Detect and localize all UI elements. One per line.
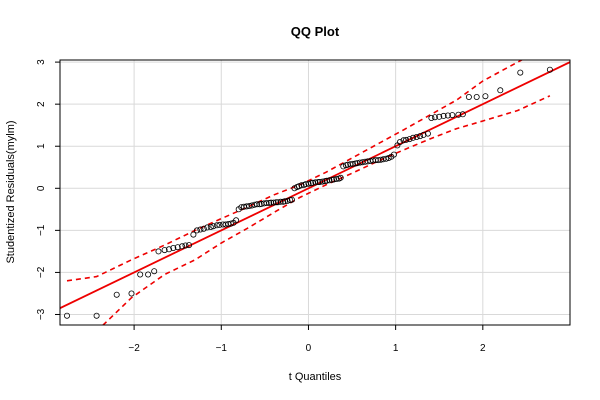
plot-frame bbox=[59, 59, 571, 326]
data-point bbox=[546, 66, 553, 73]
data-point bbox=[161, 247, 168, 254]
y-tick-label: −3 bbox=[36, 308, 47, 320]
data-point bbox=[145, 271, 152, 278]
data-point bbox=[403, 136, 410, 143]
x-tick-label: 1 bbox=[393, 343, 399, 354]
data-point bbox=[227, 220, 234, 227]
data-point bbox=[413, 133, 420, 140]
data-point bbox=[473, 94, 480, 101]
data-point bbox=[305, 180, 312, 187]
data-point bbox=[93, 312, 100, 319]
data-point bbox=[390, 151, 397, 158]
data-point bbox=[337, 174, 344, 181]
x-axis: −2 −1 0 1 2 bbox=[128, 325, 486, 354]
data-point bbox=[185, 242, 192, 249]
data-point bbox=[517, 69, 524, 76]
data-point bbox=[400, 137, 407, 144]
data-point bbox=[497, 87, 504, 94]
data-point bbox=[383, 155, 390, 162]
data-point bbox=[459, 111, 466, 118]
data-point bbox=[428, 115, 435, 122]
grid-lines bbox=[60, 60, 570, 325]
data-point bbox=[182, 242, 189, 249]
data-point bbox=[273, 199, 280, 206]
data-point bbox=[420, 131, 427, 138]
data-point bbox=[349, 160, 356, 167]
data-point bbox=[284, 197, 291, 204]
data-point bbox=[406, 136, 413, 143]
y-tick-label: 2 bbox=[36, 101, 47, 107]
data-point bbox=[277, 198, 284, 205]
data-point bbox=[298, 182, 305, 189]
data-point bbox=[179, 243, 186, 250]
data-point bbox=[263, 199, 270, 206]
y-tick-label: −2 bbox=[36, 266, 47, 278]
data-point bbox=[455, 111, 462, 118]
data-point bbox=[233, 217, 240, 224]
data-point bbox=[410, 134, 417, 141]
data-points bbox=[64, 66, 553, 319]
data-point bbox=[170, 244, 177, 251]
data-point bbox=[312, 179, 319, 186]
data-point bbox=[444, 112, 451, 119]
chart-title: QQ Plot bbox=[291, 24, 340, 39]
y-tick-label: 0 bbox=[36, 185, 47, 191]
data-point bbox=[216, 221, 223, 228]
data-point bbox=[424, 130, 431, 137]
data-point bbox=[326, 177, 333, 184]
data-point bbox=[319, 178, 326, 185]
y-tick-label: 1 bbox=[36, 143, 47, 149]
confidence-band-upper bbox=[66, 60, 524, 282]
data-point bbox=[155, 248, 162, 255]
x-tick-label: 0 bbox=[306, 343, 312, 354]
x-tick-label: −2 bbox=[128, 343, 140, 354]
data-point bbox=[197, 226, 204, 233]
data-point bbox=[436, 113, 443, 120]
data-point bbox=[137, 271, 144, 278]
data-point bbox=[174, 244, 181, 251]
data-point bbox=[396, 138, 403, 145]
confidence-band-lower bbox=[101, 95, 551, 325]
data-point bbox=[113, 291, 120, 298]
y-axis-label: Studentized Residuals(mylm) bbox=[5, 120, 17, 263]
data-point bbox=[193, 227, 200, 234]
data-point bbox=[210, 223, 217, 230]
data-point bbox=[207, 223, 214, 230]
y-tick-label: 3 bbox=[36, 59, 47, 65]
x-tick-label: 2 bbox=[480, 343, 486, 354]
data-point bbox=[128, 290, 135, 297]
data-point bbox=[253, 201, 260, 208]
data-point bbox=[315, 178, 322, 185]
y-tick-label: −1 bbox=[36, 224, 47, 236]
data-point bbox=[482, 93, 489, 100]
data-point bbox=[449, 112, 456, 119]
data-point bbox=[165, 246, 172, 253]
confidence-band bbox=[66, 60, 551, 325]
data-point bbox=[270, 199, 277, 206]
data-point bbox=[440, 112, 447, 119]
data-point bbox=[333, 175, 340, 182]
data-point bbox=[431, 114, 438, 121]
data-point bbox=[465, 94, 472, 101]
x-axis-label: t Quantiles bbox=[289, 371, 342, 383]
data-point bbox=[204, 224, 211, 231]
x-tick-label: −1 bbox=[216, 343, 228, 354]
data-point bbox=[288, 196, 295, 203]
data-point bbox=[190, 231, 197, 238]
y-axis: −3 −2 −1 0 1 2 3 bbox=[36, 59, 60, 320]
data-point bbox=[200, 225, 207, 232]
data-point bbox=[151, 268, 158, 275]
data-point bbox=[417, 133, 424, 140]
data-point bbox=[64, 312, 71, 319]
data-point bbox=[213, 222, 220, 229]
